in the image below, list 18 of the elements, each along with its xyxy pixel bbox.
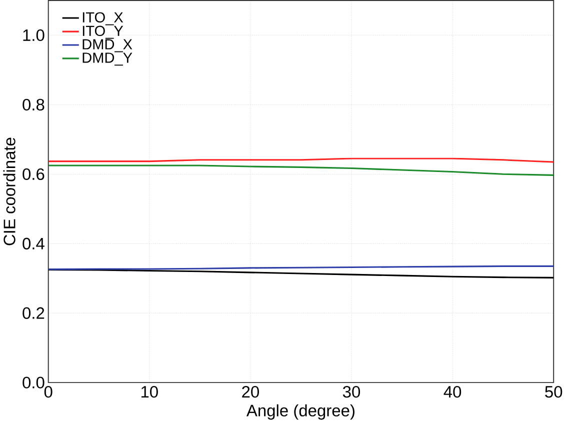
y-tick-label: 0.8 <box>22 98 44 111</box>
y-tick-label: 0.4 <box>22 238 44 250</box>
legend-label: DMD_Y <box>82 52 132 66</box>
y-tick-label: 0.2 <box>22 307 44 319</box>
x-axis-title: Angle (degree) <box>246 404 354 420</box>
legend-label: ITO_Y <box>82 26 124 39</box>
x-tick-label: 40 <box>444 386 462 398</box>
legend-label: ITO_X <box>82 12 124 26</box>
legend-label: DMD_X <box>82 39 132 52</box>
x-tick-label: 10 <box>141 386 158 398</box>
y-axis-title: CIE coordinate <box>3 138 16 246</box>
x-tick-label: 0 <box>44 386 52 398</box>
x-tick-label: 20 <box>242 386 259 398</box>
y-tick-label: 0.0 <box>22 376 44 388</box>
y-tick-label: 0.6 <box>22 168 44 180</box>
x-tick-label: 30 <box>342 386 360 398</box>
y-tick-label: 1.0 <box>23 29 44 42</box>
x-tick-label: 50 <box>545 386 562 398</box>
